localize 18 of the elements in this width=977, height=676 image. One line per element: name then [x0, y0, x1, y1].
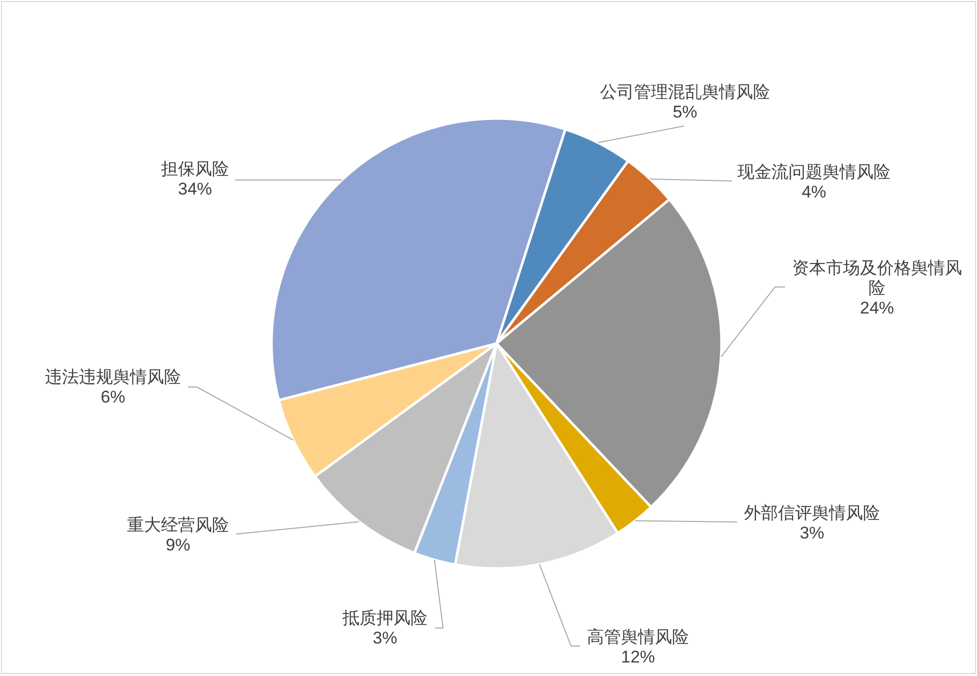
slice-label: 违法违规舆情风险 — [45, 368, 181, 386]
data-label: 3% — [372, 628, 398, 648]
slice-label: 重大经营风险 — [127, 516, 229, 534]
data-label: 6% — [100, 388, 126, 406]
slice-label: 高管舆情风险 — [587, 628, 689, 646]
slice-label: 公司管理混乱舆情风险 — [600, 82, 770, 102]
slice-label: 外部信评舆情风险 — [744, 504, 880, 522]
data-label: 3% — [800, 524, 824, 542]
data-label: 5% — [672, 102, 698, 122]
data-label: 34% — [178, 180, 212, 198]
slice-label: 抵质押风险 — [342, 608, 428, 628]
slice-label: 担保风险 — [161, 160, 229, 178]
data-label: 4% — [802, 182, 826, 202]
data-label: 24% — [860, 298, 894, 318]
slice-label: 资本市场及价格舆情风险 — [792, 258, 962, 298]
data-label: 9% — [166, 536, 190, 554]
data-label: 12% — [620, 648, 656, 666]
slice-label: 现金流问题舆情风险 — [738, 162, 890, 182]
